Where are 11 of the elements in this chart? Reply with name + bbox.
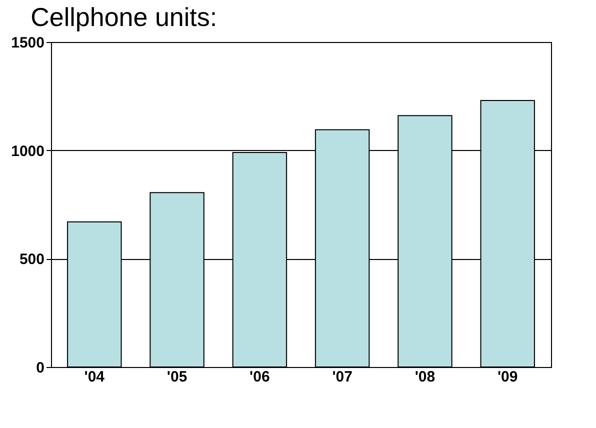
x-tick-label: '06 bbox=[250, 368, 270, 386]
x-tick-label: '04 bbox=[84, 368, 106, 386]
x-tick-label: '09 bbox=[497, 368, 518, 386]
chart-title: Cellphone units: bbox=[30, 2, 218, 32]
y-tick-label: 1000 bbox=[11, 142, 44, 160]
x-tick-label: '07 bbox=[332, 368, 352, 386]
y-tick-label: 500 bbox=[19, 251, 44, 268]
x-tick-label: '08 bbox=[414, 368, 436, 386]
y-tick-label: 0 bbox=[36, 360, 44, 376]
x-tick-label: '05 bbox=[166, 368, 188, 386]
y-tick-label: 1500 bbox=[11, 34, 44, 52]
